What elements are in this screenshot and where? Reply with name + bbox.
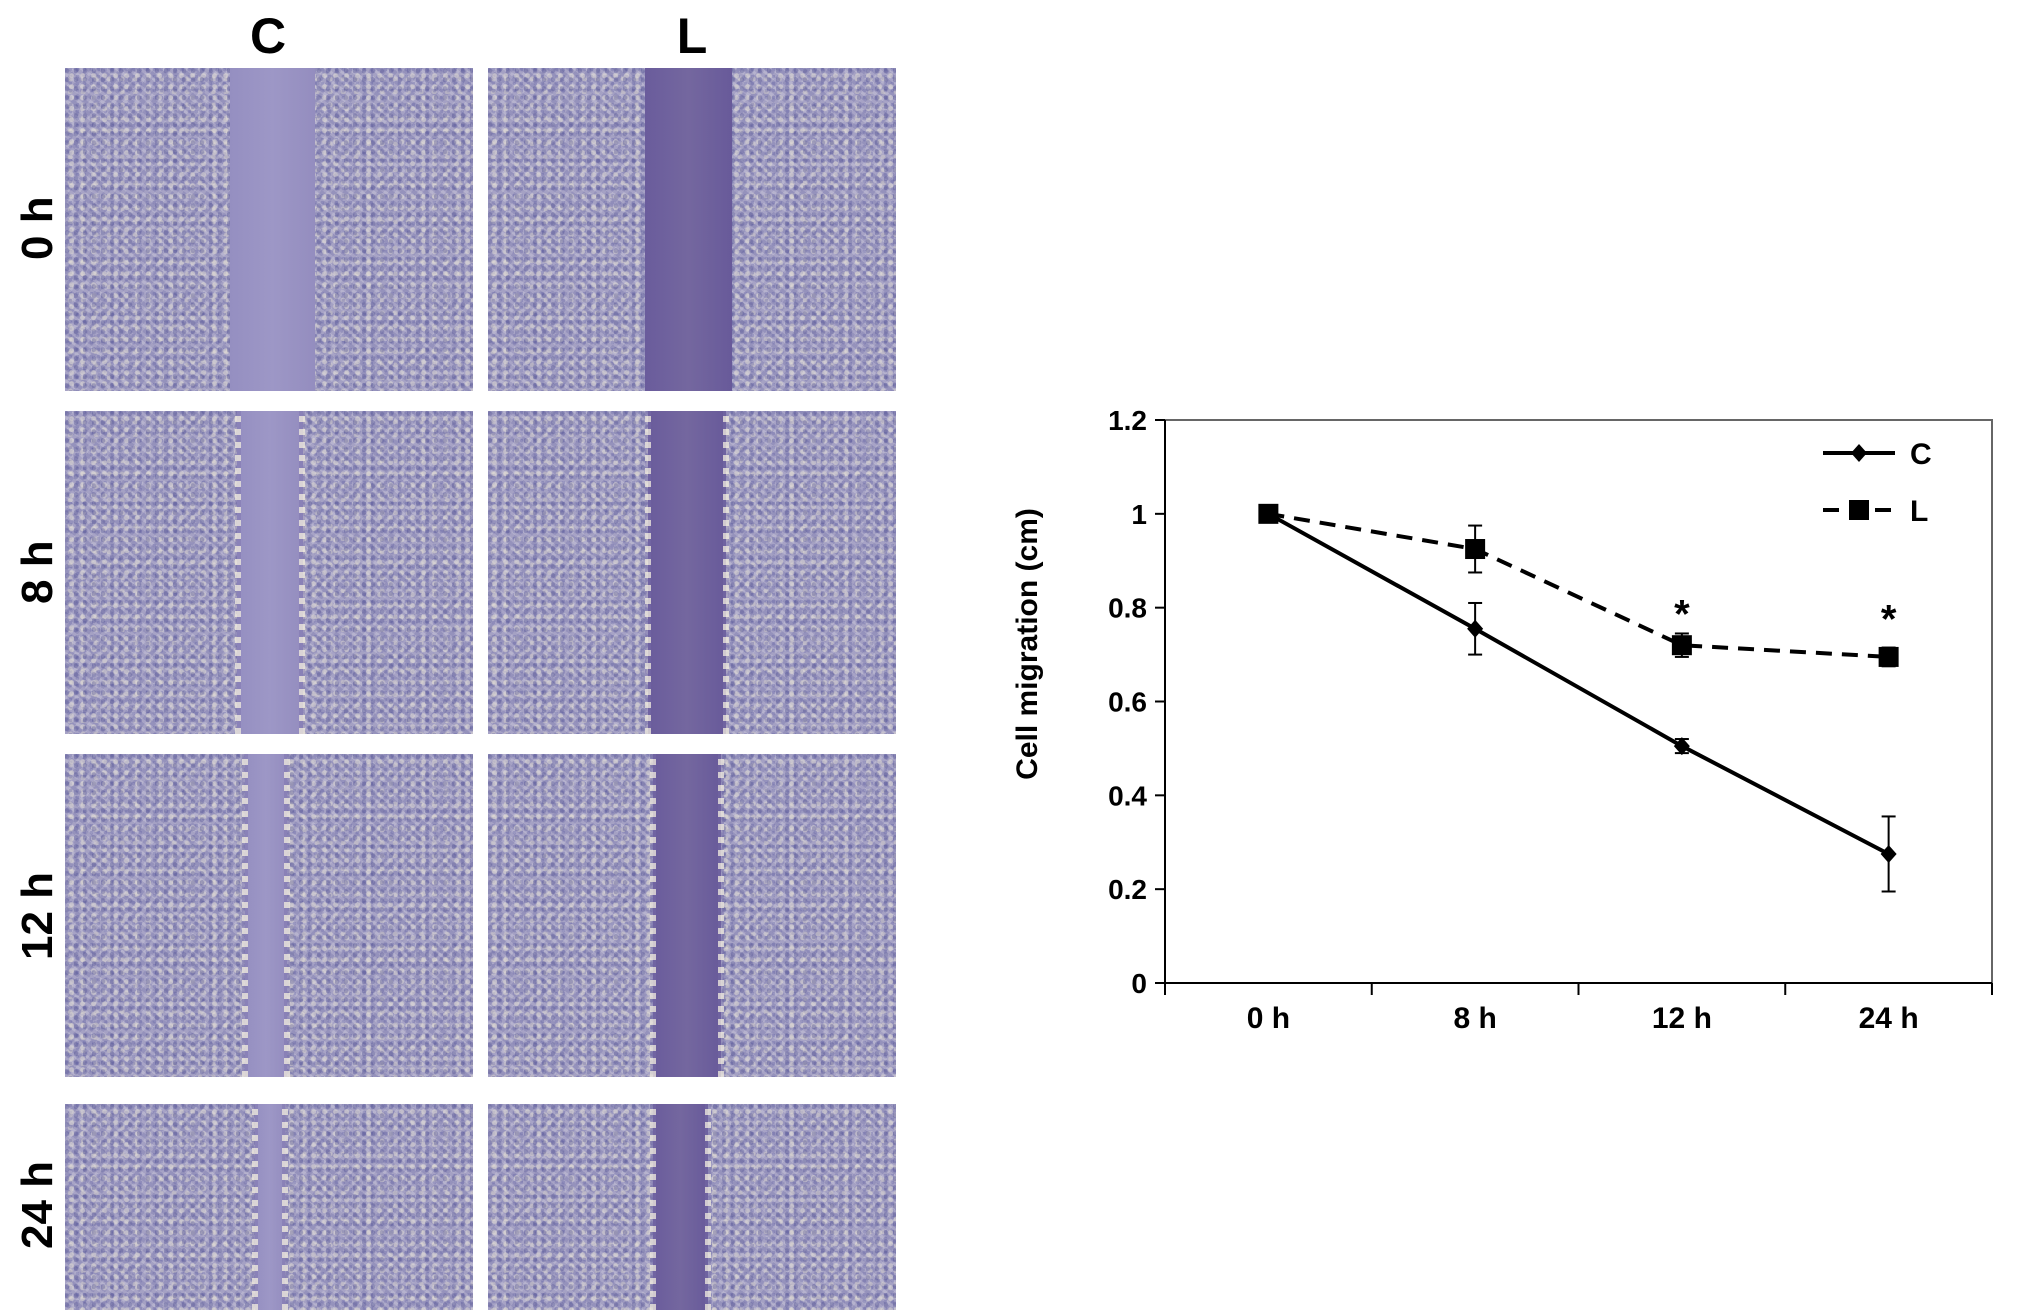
data-point-L — [1465, 539, 1486, 560]
y-tick-label: 0 — [1131, 968, 1147, 999]
x-tick-label: 12 h — [1652, 1002, 1712, 1035]
micrograph-l-24h — [488, 1104, 896, 1310]
y-axis-label: Cell migration (cm) — [1011, 508, 1044, 780]
data-point-L — [1878, 646, 1899, 667]
significance-star: * — [1881, 597, 1897, 641]
x-tick-label: 0 h — [1247, 1002, 1290, 1035]
data-point-L — [1671, 635, 1692, 656]
legend-marker-C — [1851, 444, 1867, 462]
micrograph-l-8h — [488, 411, 896, 734]
x-tick-label: 24 h — [1859, 1002, 1919, 1035]
micrograph-l-0h — [488, 68, 896, 391]
data-point-C — [1467, 619, 1484, 638]
data-point-L — [1258, 503, 1279, 524]
y-tick-label: 1 — [1131, 499, 1147, 530]
y-tick-label: 0.2 — [1108, 874, 1147, 905]
micrograph-c-8h — [65, 411, 473, 734]
series-line-L — [1268, 511, 1889, 659]
data-point-C — [1673, 737, 1690, 756]
legend-marker-L — [1849, 500, 1869, 520]
column-label-l: L — [676, 8, 708, 64]
micrograph-l-12h — [488, 754, 896, 1077]
legend-label-C: C — [1910, 438, 1932, 471]
y-tick-label: 0.4 — [1108, 780, 1147, 811]
column-label-c: C — [249, 8, 287, 64]
legend-label-L: L — [1910, 495, 1928, 528]
y-tick-label: 0.8 — [1108, 593, 1147, 624]
micrograph-c-24h — [65, 1104, 473, 1310]
data-point-C — [1880, 844, 1897, 863]
series-line-C — [1267, 512, 1890, 856]
x-tick-label: 8 h — [1453, 1002, 1496, 1035]
y-tick-label: 0.6 — [1108, 687, 1147, 718]
micrograph-c-0h — [65, 68, 473, 391]
y-tick-label: 1.2 — [1108, 405, 1147, 436]
micrograph-c-12h — [65, 754, 473, 1077]
significance-star: * — [1674, 593, 1690, 637]
